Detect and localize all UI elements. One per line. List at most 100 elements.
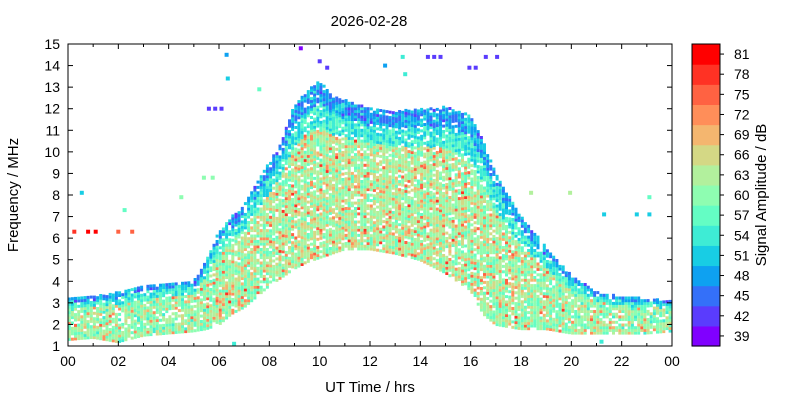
data-point	[338, 241, 342, 245]
data-point	[473, 202, 477, 206]
data-point	[432, 179, 436, 182]
data-point	[360, 215, 364, 219]
data-point	[177, 301, 181, 304]
data-point	[310, 191, 313, 195]
data-point	[347, 207, 351, 210]
data-point	[67, 297, 71, 301]
data-point	[328, 206, 332, 210]
data-point	[203, 314, 206, 318]
data-point	[439, 139, 442, 143]
data-point	[473, 134, 477, 138]
data-point	[322, 233, 326, 236]
data-point	[275, 241, 279, 245]
data-point	[111, 298, 115, 302]
data-point	[67, 337, 71, 341]
data-point	[357, 115, 361, 119]
data-point	[457, 175, 461, 179]
data-point	[394, 165, 398, 169]
data-point	[83, 333, 87, 337]
data-point	[357, 225, 361, 229]
data-point	[86, 295, 90, 299]
data-point	[218, 308, 222, 312]
data-point	[322, 173, 326, 177]
data-point	[297, 156, 301, 160]
data-point	[410, 234, 414, 238]
data-point	[319, 255, 323, 259]
data-point	[99, 299, 103, 303]
data-point	[165, 304, 169, 308]
data-point	[347, 153, 351, 157]
data-point	[288, 197, 291, 201]
data-point	[306, 195, 310, 199]
data-point	[206, 259, 210, 263]
data-point	[467, 192, 471, 196]
data-point	[420, 124, 424, 127]
data-point	[243, 202, 247, 206]
data-point	[335, 158, 339, 162]
data-point	[461, 228, 464, 232]
data-point	[385, 142, 389, 146]
data-point	[155, 319, 159, 322]
data-point	[247, 301, 251, 305]
data-point	[297, 159, 301, 163]
data-point	[442, 232, 446, 236]
data-point	[442, 113, 446, 117]
data-point	[366, 145, 370, 148]
data-point	[300, 98, 304, 102]
data-point	[250, 242, 254, 246]
data-point	[335, 155, 339, 159]
chart-title: 2026-02-28	[331, 13, 408, 30]
data-point	[410, 242, 414, 246]
data-point	[467, 233, 471, 237]
data-point	[391, 216, 395, 220]
data-point	[407, 117, 411, 121]
data-point	[322, 138, 326, 142]
data-point	[398, 123, 402, 127]
data-point	[313, 158, 317, 161]
data-point	[275, 157, 279, 161]
data-point	[313, 217, 317, 221]
data-point	[325, 91, 329, 95]
data-point	[416, 198, 420, 202]
data-point	[372, 215, 376, 219]
data-point	[322, 179, 326, 182]
data-point	[426, 151, 430, 155]
data-point	[83, 317, 87, 321]
data-point	[297, 121, 301, 125]
data-point	[454, 192, 458, 196]
data-point	[350, 180, 354, 183]
data-point	[476, 130, 480, 134]
data-point	[269, 245, 273, 249]
data-point	[288, 170, 291, 174]
data-point	[432, 265, 436, 269]
data-point	[391, 173, 395, 177]
data-point	[372, 240, 376, 244]
data-point	[407, 204, 411, 208]
data-point	[328, 241, 332, 245]
data-point	[467, 195, 471, 199]
data-point	[470, 177, 474, 181]
data-point	[445, 242, 449, 246]
data-point	[203, 289, 206, 293]
data-point	[319, 88, 323, 92]
data-point	[347, 145, 351, 148]
data-point	[303, 134, 307, 138]
data-point	[423, 123, 427, 126]
data-point	[313, 252, 317, 256]
data-point	[300, 238, 304, 242]
data-point	[335, 110, 339, 113]
data-point	[221, 303, 225, 306]
data-point	[310, 223, 313, 227]
data-point	[341, 164, 345, 168]
data-point	[332, 210, 335, 214]
data-point	[310, 105, 313, 109]
data-point	[464, 276, 468, 280]
data-point	[426, 189, 430, 193]
data-point	[262, 191, 266, 195]
data-point	[426, 124, 430, 128]
data-point	[470, 129, 474, 132]
data-point	[162, 288, 166, 292]
data-point	[67, 332, 71, 336]
data-point	[325, 124, 329, 127]
data-point	[300, 133, 304, 137]
